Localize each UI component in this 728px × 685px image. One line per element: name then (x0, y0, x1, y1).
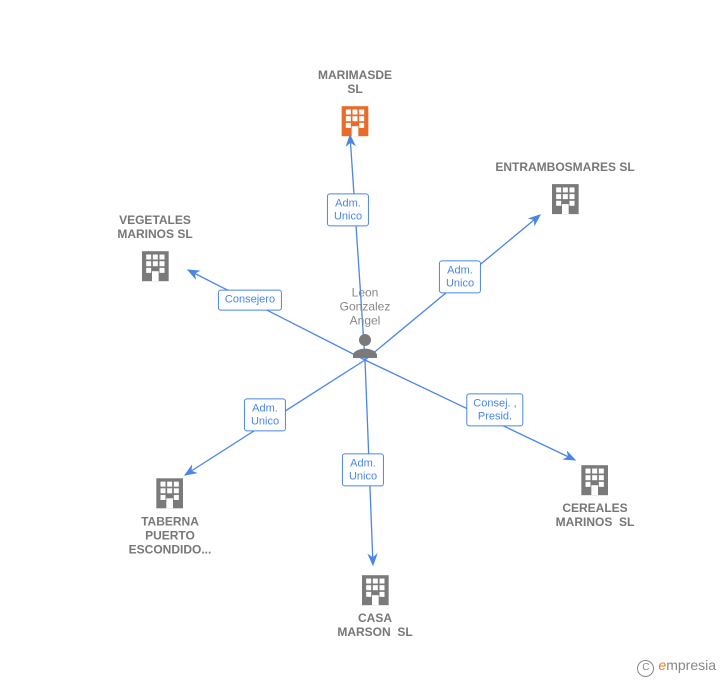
copyright-icon: C (637, 660, 654, 677)
building-icon (355, 570, 395, 610)
center-person-node[interactable] (345, 330, 385, 370)
edge-label: Adm. Unico (342, 453, 384, 486)
edge-line (188, 270, 365, 360)
building-icon (545, 179, 585, 219)
building-icon (575, 460, 615, 500)
watermark-text: mpresia (666, 657, 716, 673)
edge-label: Adm. Unico (244, 398, 286, 431)
company-label: CASA MARSON SL (337, 612, 412, 640)
edge-label: Consej. , Presid. (466, 393, 523, 426)
building-icon (335, 101, 375, 141)
company-label: TABERNA PUERTO ESCONDIDO... (129, 515, 212, 556)
company-node-entrambos[interactable]: ENTRAMBOSMARES SL (495, 161, 634, 219)
building-icon (135, 246, 175, 286)
edge-label: Adm. Unico (439, 260, 481, 293)
watermark: Cempresia (637, 657, 716, 677)
company-node-marimasde[interactable]: MARIMASDE SL (318, 69, 392, 141)
company-label: CEREALES MARINOS SL (556, 502, 635, 530)
center-person-label: Leon Gonzalez Angel (340, 287, 391, 328)
edge-label: Consejero (218, 290, 282, 311)
edge-label: Adm. Unico (327, 193, 369, 226)
company-node-casamarson[interactable]: CASA MARSON SL (337, 570, 412, 640)
company-node-taberna[interactable]: TABERNA PUERTO ESCONDIDO... (129, 473, 212, 556)
company-label: VEGETALES MARINOS SL (117, 214, 192, 242)
company-label: ENTRAMBOSMARES SL (495, 161, 634, 175)
company-node-cereales[interactable]: CEREALES MARINOS SL (556, 460, 635, 530)
person-icon (345, 330, 385, 370)
building-icon (150, 473, 190, 513)
company-label: MARIMASDE SL (318, 69, 392, 97)
diagram-canvas: Leon Gonzalez Angel MARIMASDE SL ENTRAMB… (0, 0, 728, 685)
company-node-vegetales[interactable]: VEGETALES MARINOS SL (117, 214, 192, 286)
